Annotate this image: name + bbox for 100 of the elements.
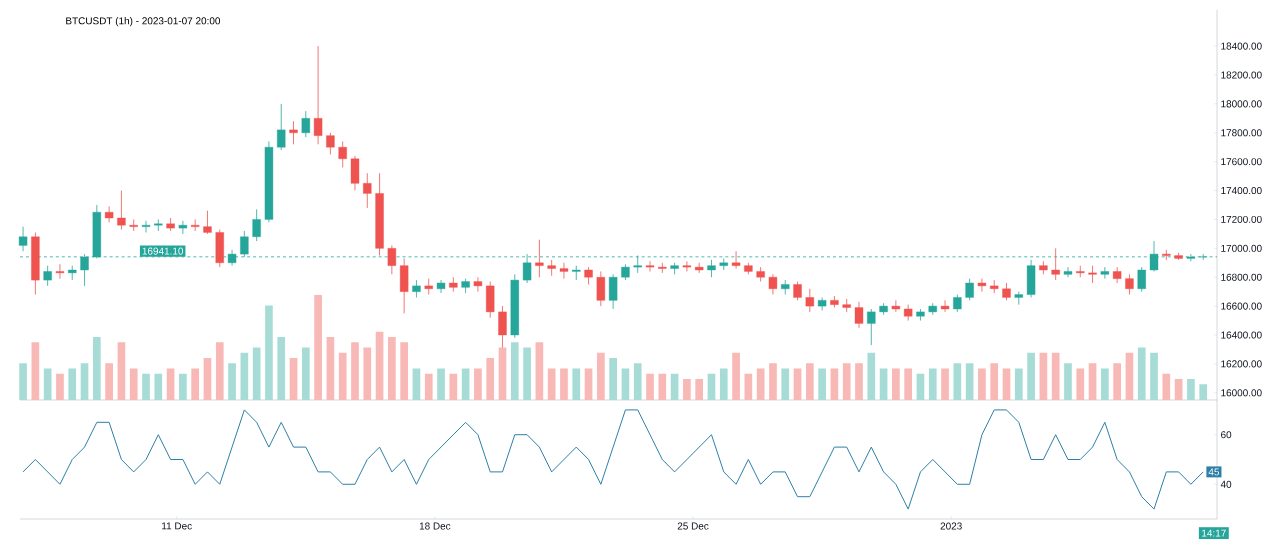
bar — [1137, 347, 1146, 400]
candlestick — [104, 206, 114, 223]
x-tick-label: 11 Dec — [162, 522, 192, 530]
bar — [707, 373, 716, 400]
bar — [695, 379, 704, 400]
candlestick — [596, 271, 606, 307]
candlestick — [842, 298, 851, 313]
y-tick-label: 16000.00 — [1221, 389, 1262, 397]
bar — [547, 368, 556, 400]
bar — [646, 373, 654, 400]
bar — [1125, 352, 1134, 400]
bar — [486, 358, 495, 400]
candlestick — [387, 245, 397, 275]
candlestick — [1125, 273, 1134, 295]
bar — [1051, 352, 1060, 400]
candlestick — [190, 219, 200, 232]
bar — [31, 342, 40, 400]
bar — [179, 373, 187, 400]
bar — [523, 347, 531, 400]
bar — [474, 368, 482, 400]
bar — [203, 358, 212, 400]
candlestick — [18, 226, 28, 252]
candlestick — [301, 110, 310, 138]
bar — [92, 337, 101, 400]
candlestick — [436, 279, 446, 294]
candlestick — [867, 308, 876, 346]
candlestick — [572, 265, 581, 281]
bar — [191, 368, 200, 400]
bar — [1076, 368, 1085, 400]
candlestick — [854, 301, 864, 329]
y-tick-label: 17000.00 — [1221, 244, 1262, 252]
bar — [1014, 368, 1023, 400]
bar — [990, 363, 999, 400]
candlestick — [277, 103, 286, 151]
candlestick — [313, 45, 323, 145]
candlestick — [1063, 266, 1073, 278]
bar — [1088, 363, 1097, 400]
bar — [670, 373, 679, 400]
bar — [769, 363, 777, 400]
bar — [105, 363, 113, 400]
bar — [1199, 384, 1208, 400]
bar — [1101, 368, 1109, 400]
candlestick — [768, 273, 778, 295]
bar — [1113, 363, 1121, 400]
candlestick — [473, 276, 483, 293]
bar — [437, 368, 445, 400]
text: BTCUSDT (1h) - 2023-01-07 20:00 — [66, 17, 221, 27]
bar — [904, 368, 912, 400]
y-tick-label: 18200.00 — [1221, 71, 1262, 79]
bar — [215, 342, 224, 400]
bar — [252, 347, 261, 400]
candlestick — [977, 278, 987, 293]
candlestick — [731, 250, 741, 269]
bar — [388, 337, 396, 400]
candlestick — [154, 219, 163, 232]
bar — [978, 368, 986, 400]
candlestick — [559, 262, 569, 280]
bar — [1174, 379, 1183, 400]
bar — [56, 373, 64, 400]
bar — [326, 337, 335, 400]
bar — [597, 352, 605, 400]
bar — [584, 368, 593, 400]
bar — [166, 368, 175, 400]
bar — [941, 368, 949, 400]
y-tick-label: 16400.00 — [1221, 331, 1262, 339]
candlestick — [203, 210, 212, 235]
bar — [805, 363, 814, 400]
bar — [609, 358, 617, 400]
bar — [1064, 363, 1072, 400]
bar — [1039, 352, 1048, 400]
candlestick — [805, 288, 815, 313]
bar — [277, 337, 286, 400]
bar — [265, 305, 273, 400]
bar — [830, 368, 839, 400]
bar — [375, 331, 384, 400]
bar — [1187, 379, 1195, 400]
bar — [43, 368, 52, 400]
bar — [781, 368, 790, 400]
candlestick — [891, 299, 901, 313]
bar — [142, 373, 150, 400]
bar — [289, 358, 298, 400]
candlestick — [547, 259, 556, 277]
candlestick — [1051, 247, 1060, 281]
bar — [928, 368, 937, 400]
y-tick-label: 60 — [1221, 431, 1232, 439]
bar — [683, 379, 691, 400]
bar — [424, 373, 433, 400]
annotation: 45 — [1208, 468, 1220, 476]
bar — [658, 373, 667, 400]
candlestick — [55, 263, 65, 280]
bar — [560, 368, 568, 400]
bar — [1162, 373, 1171, 400]
candlestick — [1100, 266, 1110, 280]
candlestick — [940, 299, 950, 313]
candlestick — [424, 278, 433, 295]
candlestick — [965, 278, 974, 301]
bar — [535, 342, 544, 400]
bar — [744, 373, 753, 400]
bar — [892, 368, 900, 400]
bar — [1002, 368, 1011, 400]
